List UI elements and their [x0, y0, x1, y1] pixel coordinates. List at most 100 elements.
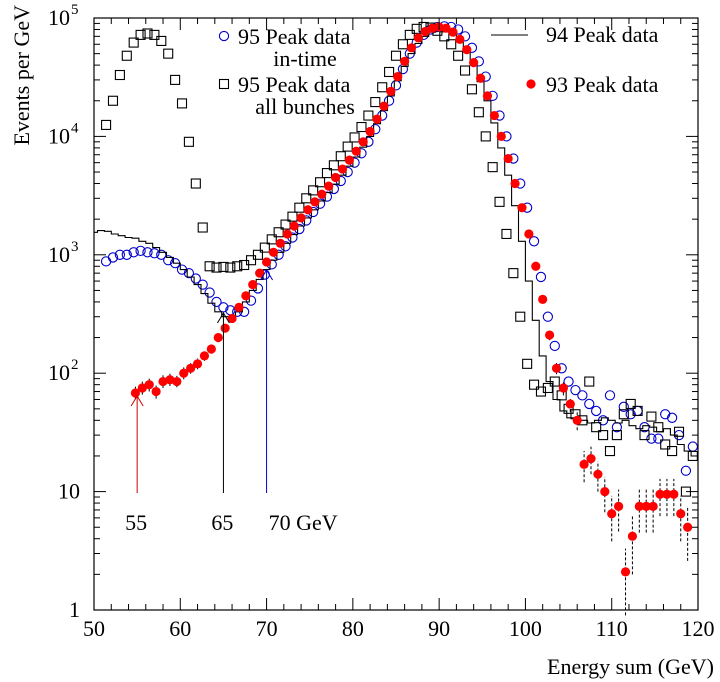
data-point-dot	[441, 23, 451, 33]
data-point-dot	[558, 383, 568, 393]
data-point-dot	[406, 43, 417, 53]
data-point-dot	[289, 221, 299, 231]
data-point-circle	[128, 247, 139, 258]
y-tick-label: 10	[48, 5, 70, 30]
data-point-square	[632, 405, 643, 416]
data-point-dot	[627, 531, 638, 541]
data-point-dot	[186, 363, 196, 373]
data-point-square	[515, 311, 526, 322]
threshold-arrowhead	[217, 312, 230, 324]
data-point-square	[211, 262, 222, 273]
y-tick-label: 10	[58, 479, 80, 504]
data-point-square	[591, 422, 602, 433]
data-point-circle	[646, 433, 657, 444]
data-point-dot	[469, 58, 479, 68]
threshold-label: 65	[211, 510, 233, 535]
data-point-dot	[130, 388, 141, 398]
data-point-dot	[137, 383, 147, 393]
data-point-dot	[517, 203, 527, 213]
data-point-square	[598, 430, 609, 441]
legend-label: 95 Peak data	[238, 24, 351, 49]
data-point-dot	[379, 101, 389, 111]
y-tick-label: 10	[48, 242, 70, 267]
data-point-square	[107, 95, 119, 106]
data-point-dot	[475, 73, 486, 83]
threshold-arrowhead	[130, 395, 144, 407]
data-point-circle	[114, 249, 126, 260]
data-point-dot	[296, 213, 306, 223]
legend-dot-marker	[526, 79, 536, 89]
x-tick-label: 70	[256, 616, 278, 641]
data-point-square	[604, 446, 616, 457]
data-point-square	[335, 151, 346, 162]
data-point-circle	[618, 401, 629, 412]
data-point-square	[204, 261, 215, 272]
y-tick-exponent: 4	[71, 120, 79, 136]
data-point-dot	[427, 23, 437, 33]
data-point-circle	[535, 271, 547, 283]
data-point-dot	[227, 313, 237, 324]
threshold-annotations: 55 65 70 GeV	[125, 269, 338, 535]
data-point-dot	[158, 376, 168, 387]
data-point-square	[232, 261, 243, 272]
x-tick-label: 90	[428, 616, 450, 641]
data-point-dot	[255, 268, 265, 278]
x-tick-label: 60	[169, 616, 191, 641]
data-point-circle	[625, 409, 636, 420]
data-point-dot	[282, 229, 292, 239]
data-point-dot	[462, 45, 472, 55]
data-point-circle	[190, 273, 201, 284]
data-point-circle	[156, 249, 167, 260]
data-point-square	[356, 121, 367, 133]
data-point-dot	[593, 469, 603, 479]
data-point-circle	[570, 384, 581, 396]
data-point-dot	[565, 399, 575, 409]
data-point-dot	[317, 189, 327, 199]
data-point-circle	[604, 390, 616, 401]
data-point-square	[397, 39, 408, 50]
data-point-dot	[192, 359, 203, 369]
data-point-square	[183, 136, 194, 147]
data-point-dot	[655, 489, 665, 499]
data-point-circle	[549, 340, 560, 352]
data-marks	[94, 21, 698, 616]
data-point-circle	[653, 433, 664, 444]
data-point-dot	[551, 363, 562, 373]
data-point-dot	[634, 501, 644, 511]
data-point-dot	[144, 380, 154, 390]
data-point-square	[384, 66, 395, 78]
x-tick-label: 80	[342, 616, 364, 641]
data-point-dot	[151, 386, 161, 397]
data-point-circle	[142, 247, 153, 258]
threshold-arrowhead	[260, 269, 273, 281]
data-point-square	[473, 107, 484, 118]
y-tick-label: 10	[48, 360, 70, 385]
data-point-dot	[607, 509, 617, 519]
data-point-dot	[365, 126, 375, 137]
data-point-dot	[669, 489, 679, 499]
series-line	[94, 29, 698, 457]
data-point-square	[266, 234, 277, 245]
x-tick-label: 110	[596, 616, 628, 641]
legend-label: 93 Peak data	[546, 72, 659, 97]
data-point-square	[308, 185, 319, 196]
data-point-circle	[211, 296, 222, 308]
data-point-dot	[220, 323, 230, 333]
data-point-square	[142, 28, 153, 39]
y-axis-title: Events per GeV	[9, 5, 34, 146]
data-point-square	[294, 202, 305, 213]
y-tick-exponent: 5	[71, 2, 79, 18]
data-point-circle	[204, 287, 215, 298]
data-point-square	[404, 29, 415, 40]
data-point-dot	[455, 34, 465, 44]
data-point-circle	[577, 390, 588, 401]
data-point-dot	[683, 522, 693, 532]
data-point-dot	[579, 459, 589, 469]
data-point-square	[646, 411, 657, 422]
data-point-dot	[344, 155, 355, 165]
data-point-square	[163, 48, 174, 59]
data-point-circle	[107, 252, 119, 263]
data-point-square	[411, 23, 422, 34]
